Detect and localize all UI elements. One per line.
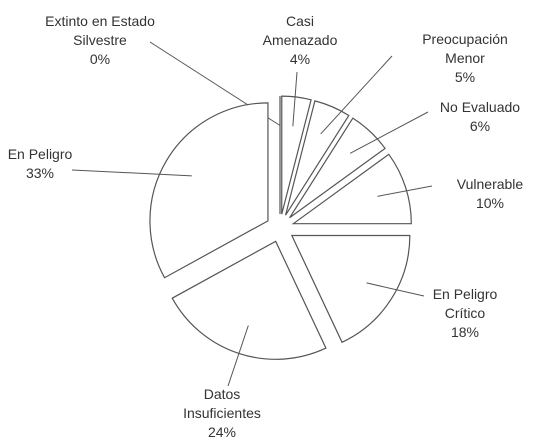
category-name: Vulnerable [456,176,524,192]
category-name: Extinto en Estado Silvestre [45,13,155,48]
pie-slice [284,100,350,216]
value-label: 10% [475,195,505,211]
slice-label: No Evaluado 6% [420,98,540,136]
category-name: En Peligro Crítico [432,286,498,321]
category-name: Datos Insuficientes [183,386,261,421]
leader-line [320,55,393,135]
slice-label: En Peligro 33% [0,145,90,183]
slice-label: En Peligro Crítico 18% [420,285,510,342]
value-label: 18% [450,324,480,340]
pie-slice [289,117,386,219]
value-label: 0% [89,51,111,67]
pie-slice [281,95,312,215]
leader-line [292,71,298,127]
pie-slice [291,153,412,225]
leader-line [366,282,425,297]
slice-label: Vulnerable 10% [430,175,550,213]
slice-label: Preocupación Menor 5% [410,30,520,87]
leader-line [349,111,429,154]
value-label: 6% [469,118,491,134]
slice-label: Datos Insuficientes 24% [172,385,272,442]
value-label: 33% [25,165,55,181]
slice-label: Casi Amenazado 4% [255,12,345,69]
category-name: Casi Amenazado [262,13,338,48]
value-label: 4% [289,51,311,67]
pie-slice [149,102,269,279]
pie-slice [290,234,411,344]
category-name: En Peligro [7,146,73,162]
leader-line [227,325,249,387]
value-label: 24% [207,424,237,440]
value-label: 5% [454,69,476,85]
category-name: No Evaluado [439,99,521,115]
category-name: Preocupación Menor [422,31,508,66]
leader-line [71,169,192,177]
slice-label: Extinto en Estado Silvestre 0% [30,12,170,69]
leader-line [377,185,433,197]
